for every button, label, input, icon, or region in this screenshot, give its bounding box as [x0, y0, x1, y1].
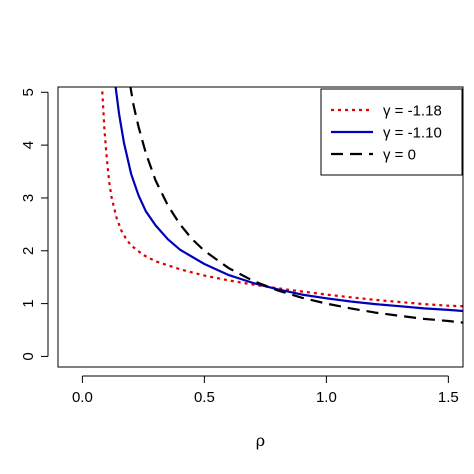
y-tick-label: 5 [20, 88, 37, 96]
y-tick-label: 1 [20, 299, 37, 307]
series-line-2 [114, 87, 463, 313]
x-axis-title: ρ [256, 431, 265, 450]
legend-label: γ = 0 [383, 146, 416, 163]
legend: γ = -1.18 γ = -1.10 γ = 0 [320, 88, 463, 176]
y-tick-label: 3 [20, 194, 37, 202]
legend-label: γ = -1.10 [383, 124, 442, 141]
y-tick-label: 2 [20, 247, 37, 255]
x-tick-label: 1.5 [438, 389, 459, 406]
x-tick-label: 0.5 [194, 389, 215, 406]
x-tick-label: 0.0 [72, 389, 93, 406]
axes: 0.0 0.5 1.0 1.5 0 1 2 3 4 5 [20, 88, 459, 406]
y-tick-label: 4 [20, 141, 37, 149]
series-line-1 [100, 87, 463, 308]
x-tick-label: 1.0 [316, 389, 337, 406]
plot-frame [57, 86, 464, 368]
legend-label: γ = -1.18 [383, 102, 442, 119]
y-tick-label: 0 [20, 352, 37, 360]
series-line-3 [129, 87, 463, 324]
series-lines [100, 87, 463, 324]
